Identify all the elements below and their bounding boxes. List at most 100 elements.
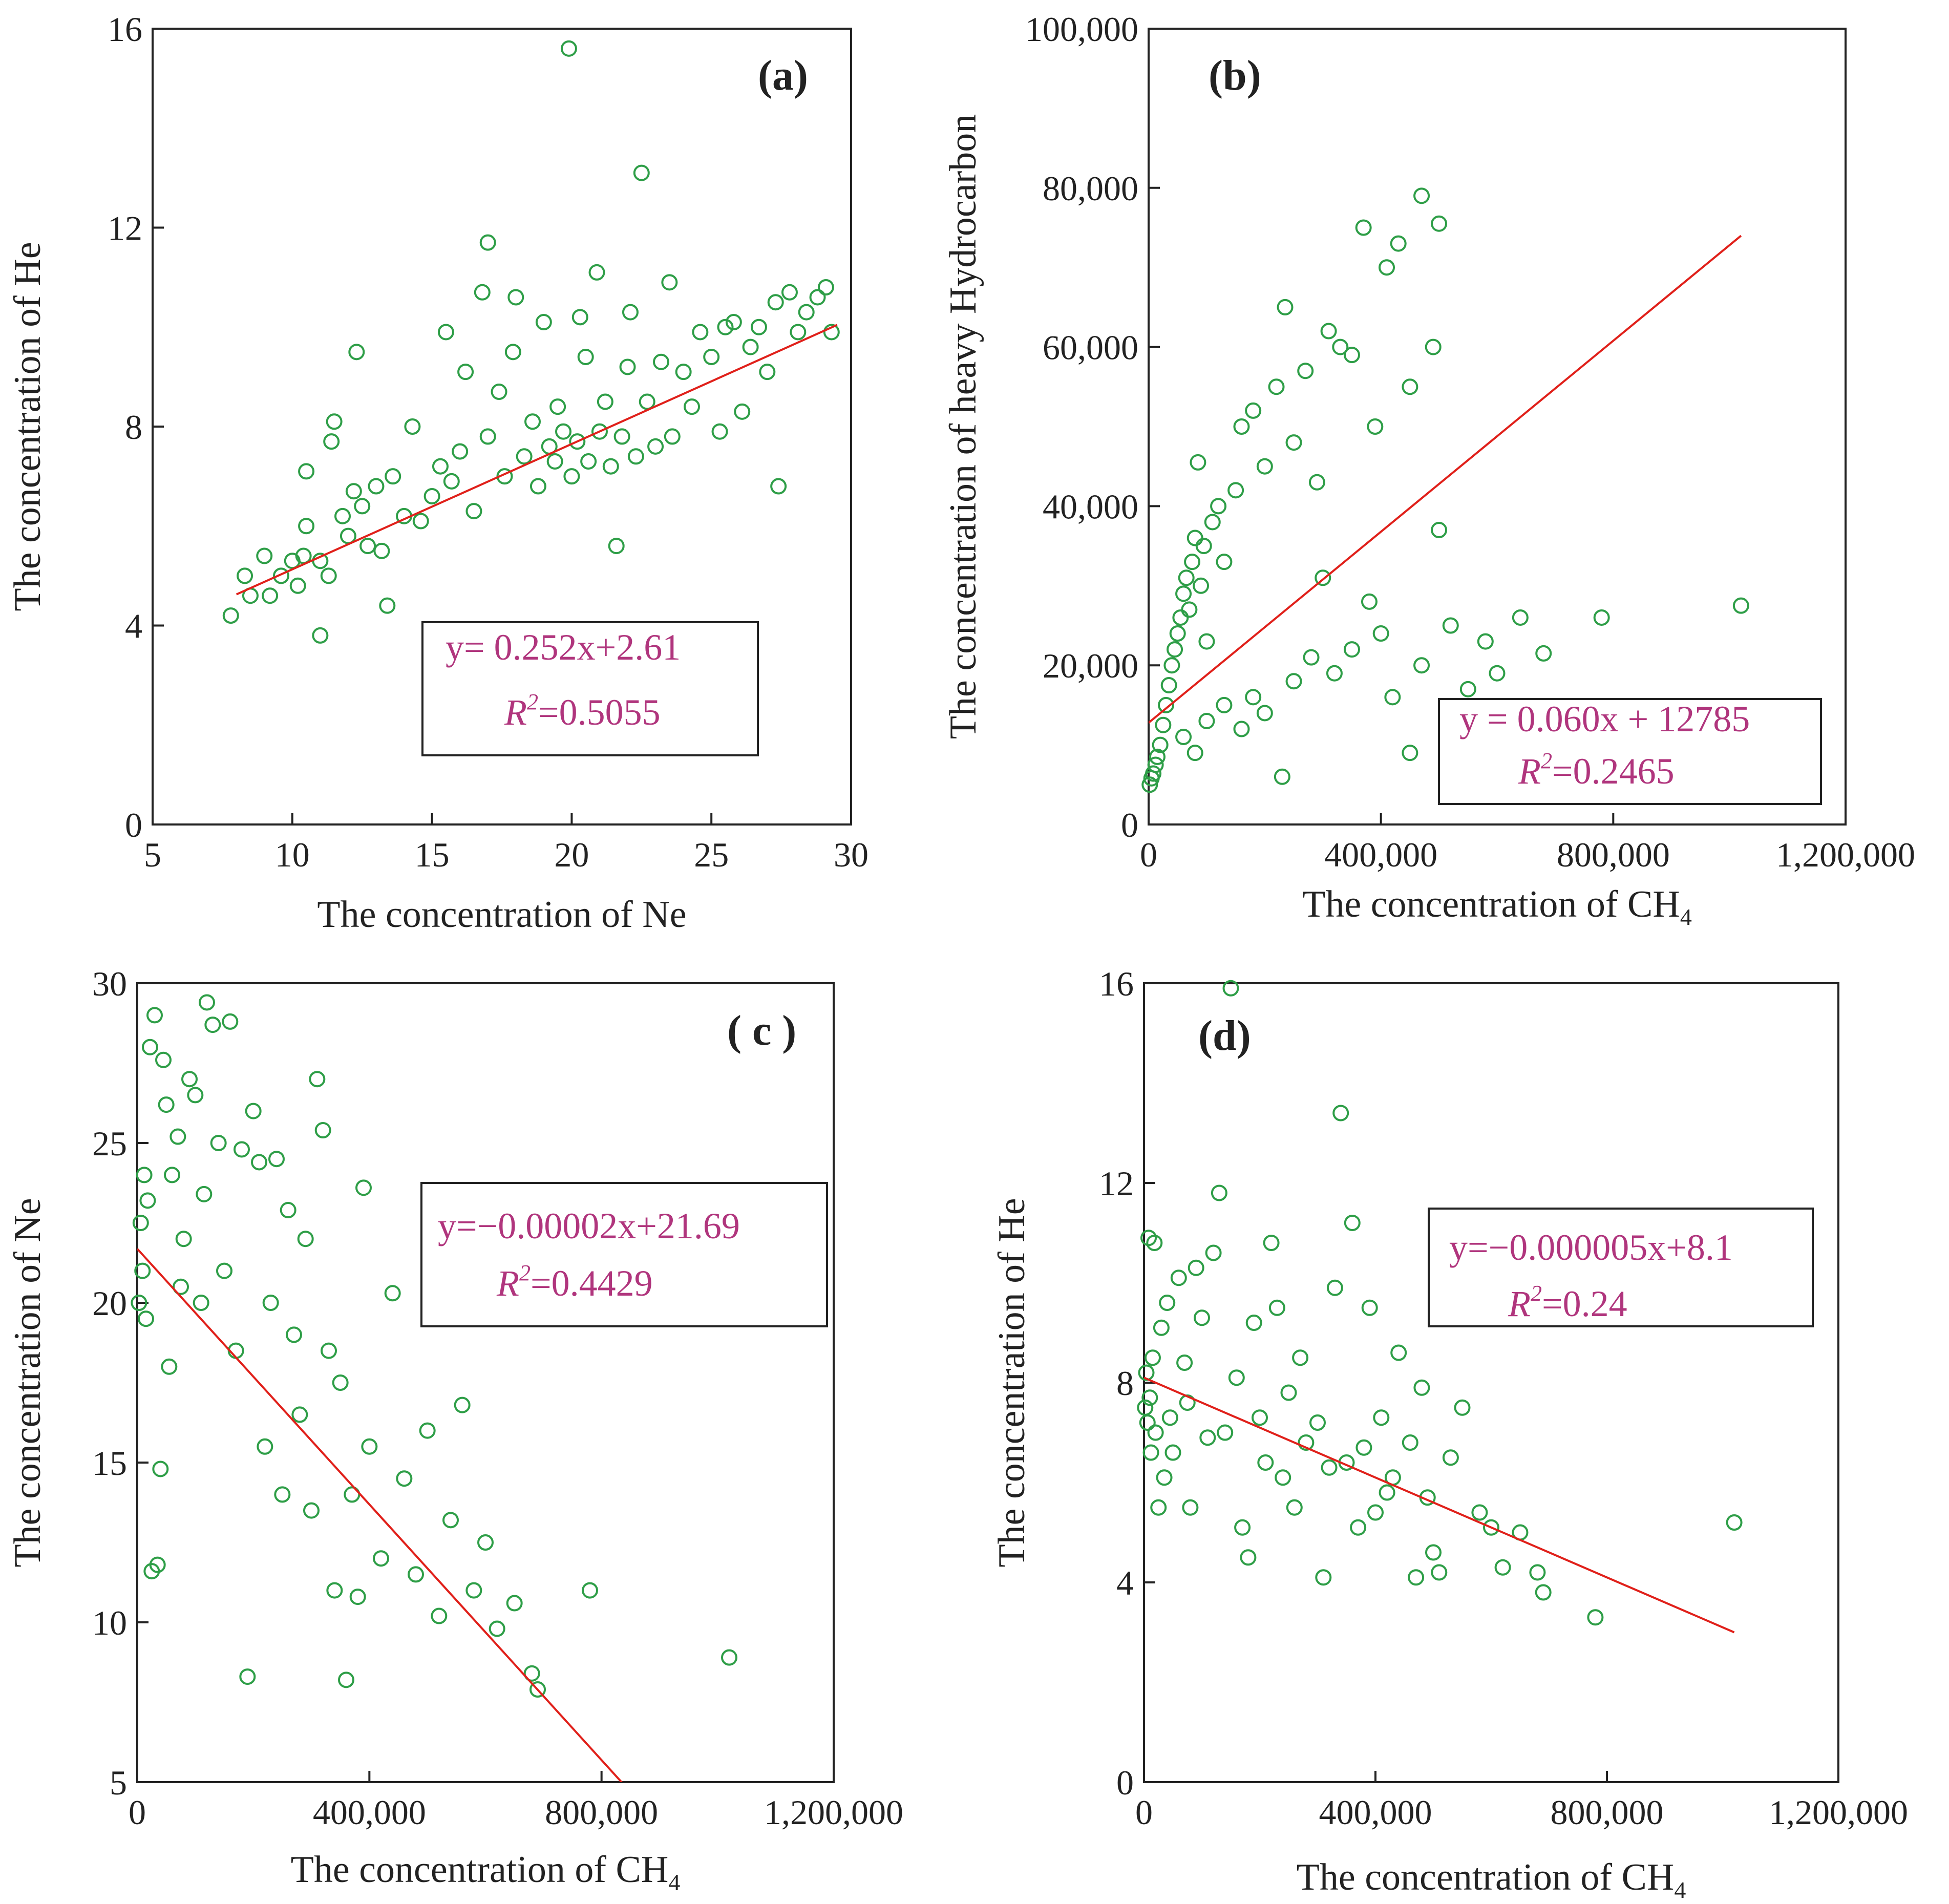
data-point [711, 423, 728, 440]
data-point [790, 324, 807, 341]
y-axis-label: The concentration of heavy Hydrocarbon [942, 114, 984, 739]
y-tick-label: 10 [92, 1603, 127, 1642]
data-point [703, 349, 720, 366]
data-point [1373, 1409, 1390, 1426]
data-point [1138, 1364, 1155, 1381]
data-point [1263, 1235, 1280, 1251]
data-point [823, 324, 840, 341]
data-point [1459, 681, 1476, 697]
data-point [412, 513, 429, 530]
data-point [1408, 1569, 1425, 1586]
data-point [1431, 1564, 1448, 1581]
data-point [1367, 418, 1384, 435]
data-point [507, 289, 524, 306]
data-point [274, 1486, 291, 1503]
data-point [477, 1534, 494, 1551]
data-point [1211, 1184, 1227, 1201]
data-point [1477, 633, 1494, 650]
y-tick-label: 8 [1116, 1364, 1134, 1403]
data-point [262, 1295, 279, 1311]
data-point [1326, 665, 1343, 682]
data-point [193, 1295, 209, 1311]
r-exponent: 2 [527, 689, 538, 714]
data-point [1147, 756, 1164, 773]
data-point [295, 547, 312, 564]
data-point [1471, 1504, 1488, 1521]
data-point [1587, 1609, 1604, 1626]
data-point [750, 319, 767, 335]
data-point [1274, 768, 1290, 785]
data-point [297, 1231, 314, 1247]
data-point [334, 507, 351, 524]
x-axis-label-subscript: 4 [1674, 1877, 1686, 1903]
data-point [272, 567, 289, 584]
data-point [373, 1550, 389, 1567]
data-point [1170, 1270, 1187, 1286]
data-point [465, 1582, 482, 1599]
data-point [1257, 1454, 1274, 1471]
data-point [571, 309, 588, 326]
data-point [256, 547, 273, 564]
data-point [1198, 633, 1215, 650]
data-point [199, 994, 215, 1011]
x-tick-label: 25 [694, 835, 729, 874]
data-point [809, 289, 826, 306]
panel-a: 5 10 15 20 25 30 0 4 8 12 16 y= 0.252x+2.61 R2=0.505… [7, 10, 868, 936]
data-point [1384, 689, 1401, 706]
data-point [181, 1071, 198, 1088]
data-point [1286, 1499, 1303, 1516]
data-point [1379, 259, 1395, 276]
data-point [1145, 765, 1162, 782]
data-point [1332, 339, 1349, 355]
data-point [1297, 363, 1314, 379]
r-squared-value: =0.2465 [1552, 751, 1675, 792]
data-point [355, 1179, 372, 1196]
data-point [289, 577, 306, 594]
data-point [1413, 657, 1430, 674]
data-point [1489, 665, 1506, 682]
y-tick-label: 0 [1121, 806, 1138, 844]
y-axis-label: The concentration of Ne [7, 1198, 49, 1567]
y-tick-label: 60,000 [1043, 328, 1138, 367]
data-point [1402, 1434, 1418, 1451]
x-tick-label: 400,000 [1324, 835, 1437, 874]
data-point [506, 1595, 523, 1612]
data-point [431, 1607, 448, 1624]
y-tick-label: 20,000 [1043, 646, 1138, 685]
y-tick-label: 16 [1099, 964, 1134, 1003]
x-tick-label: 15 [415, 835, 450, 874]
data-point [452, 443, 469, 460]
data-point [523, 1665, 540, 1682]
data-point [627, 448, 644, 465]
data-point [1245, 689, 1262, 706]
x-tick-label: 800,000 [1557, 835, 1670, 874]
equation-text: y= 0.252x+2.61 [446, 627, 681, 668]
data-point [1529, 1564, 1546, 1581]
equation-box [421, 621, 759, 756]
data-point [222, 607, 239, 624]
data-point [132, 1215, 149, 1231]
data-point [1184, 554, 1201, 570]
panel-b: 0 400,000 800,000 1,200,000 0 20,000 40,000 60,… [942, 10, 1915, 930]
data-point [692, 324, 709, 341]
data-point [419, 1422, 436, 1439]
data-point [1280, 1384, 1297, 1401]
data-point [1355, 219, 1372, 236]
data-point [770, 478, 787, 495]
data-point [546, 453, 563, 470]
data-point [1361, 593, 1378, 610]
y-tick-label: 80,000 [1043, 169, 1138, 208]
data-point [1233, 721, 1250, 737]
data-point [1402, 378, 1418, 395]
data-point [1372, 625, 1389, 642]
data-point [136, 1167, 153, 1183]
data-point [251, 1154, 267, 1171]
data-point [187, 1087, 204, 1104]
data-point [1188, 1259, 1204, 1276]
panel-d: 0 400,000 800,000 1,200,000 0 4 8 12 16 y=−0.0000… [991, 964, 1908, 1903]
plot-frame [1148, 28, 1847, 826]
data-point [549, 398, 566, 415]
data-point [781, 284, 798, 301]
data-point [234, 1141, 250, 1158]
